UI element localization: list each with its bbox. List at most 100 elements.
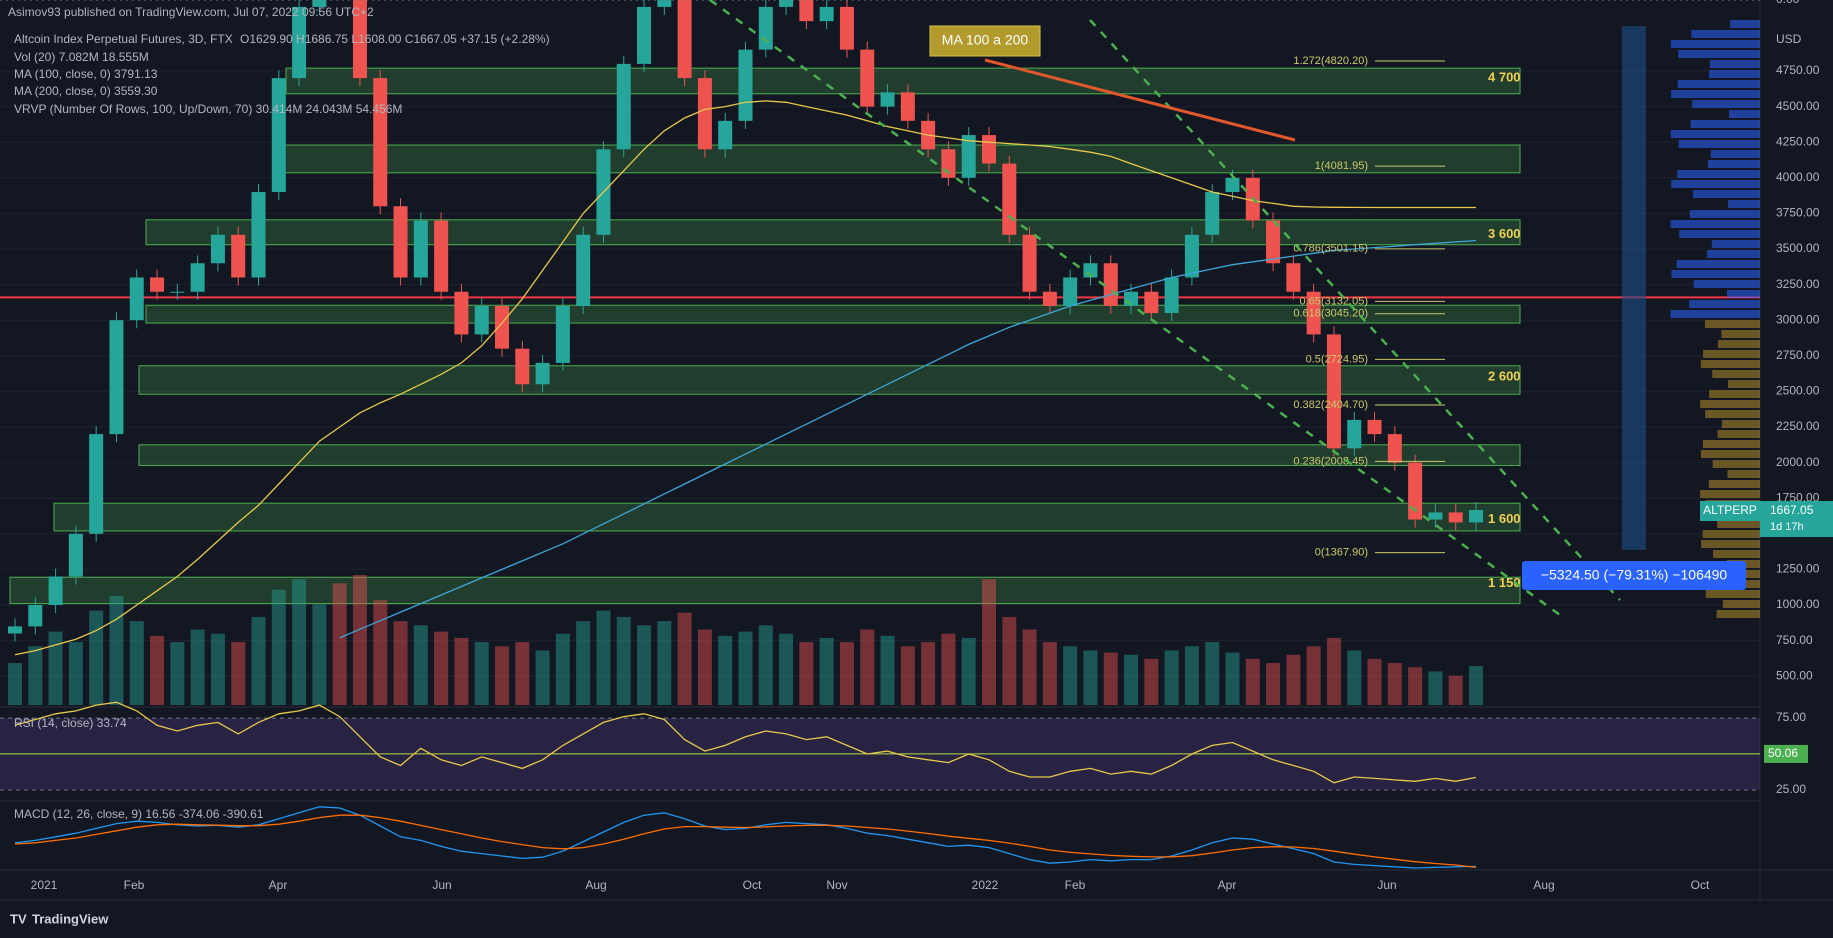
candle bbox=[637, 6, 652, 64]
vrvp-bar bbox=[1671, 180, 1760, 188]
candle bbox=[819, 6, 834, 22]
volume-bar bbox=[1347, 650, 1362, 705]
vrvp-bar bbox=[1671, 90, 1760, 98]
x-tick-label: Jun bbox=[1377, 878, 1396, 892]
candle bbox=[982, 135, 996, 164]
candle bbox=[1022, 234, 1037, 292]
candle bbox=[1448, 512, 1463, 523]
candle bbox=[454, 291, 469, 335]
volume-bar bbox=[393, 621, 408, 705]
vrvp-bar bbox=[1721, 420, 1760, 428]
countdown: 1d 17h bbox=[1770, 521, 1804, 533]
publisher: Asimov93 published on TradingView.com, J… bbox=[8, 5, 374, 19]
candle bbox=[697, 78, 712, 150]
volume-bar bbox=[1063, 646, 1078, 705]
y-tick-label: 1000.00 bbox=[1776, 597, 1820, 611]
vrvp-bar bbox=[1700, 360, 1760, 368]
vrvp-bar bbox=[1712, 460, 1760, 468]
measure-label: −5324.50 (−79.31%) −106490 bbox=[1541, 567, 1728, 583]
ticker-tag bbox=[1700, 501, 1760, 521]
annotation: MA 100 a 200 bbox=[942, 32, 1029, 48]
volume-bar bbox=[292, 579, 307, 705]
volume-bar bbox=[68, 642, 83, 705]
volume-bar bbox=[434, 631, 449, 705]
volume-bar bbox=[1326, 637, 1341, 705]
rsi-line bbox=[14, 701, 1477, 784]
y-tick-label: 750.00 bbox=[1776, 633, 1813, 647]
volume-bar bbox=[129, 621, 144, 705]
candle bbox=[880, 92, 895, 107]
volume-bar bbox=[1306, 646, 1321, 705]
volume-bar bbox=[1286, 654, 1301, 705]
candle bbox=[1002, 163, 1017, 235]
fib-label: 1.272(4820.20) bbox=[1293, 55, 1368, 67]
x-tick-label: Feb bbox=[1065, 878, 1086, 892]
volume-bar bbox=[170, 642, 185, 705]
vrvp-bar bbox=[1691, 30, 1760, 38]
vrvp-bar bbox=[1670, 40, 1760, 48]
ticker-name: ALTPERP bbox=[1703, 503, 1757, 517]
volume-bar bbox=[1164, 650, 1179, 705]
candle bbox=[1306, 291, 1321, 335]
candle bbox=[657, 0, 672, 7]
y-tick-label: 4750.00 bbox=[1776, 63, 1820, 77]
candle bbox=[1266, 220, 1281, 264]
support-zone bbox=[138, 444, 1521, 466]
fib-label: 0.65(3132.05) bbox=[1300, 295, 1369, 307]
volume-bar bbox=[515, 642, 530, 705]
candle bbox=[312, 0, 327, 7]
volume-bar bbox=[8, 663, 22, 705]
candle bbox=[292, 6, 307, 79]
vrvp-bar bbox=[1710, 150, 1760, 158]
vrvp-bar bbox=[1677, 80, 1760, 88]
volume-bar bbox=[1042, 642, 1057, 705]
candle bbox=[1428, 512, 1443, 520]
volume-bar bbox=[474, 642, 489, 705]
volume-bar bbox=[1225, 652, 1240, 705]
volume-bar bbox=[738, 631, 753, 705]
support-zone bbox=[285, 67, 1521, 95]
volume-bar bbox=[921, 642, 936, 705]
volume-bar bbox=[982, 579, 996, 705]
signal-line bbox=[14, 814, 1477, 869]
currency: USD bbox=[1776, 32, 1802, 46]
volume-bar bbox=[413, 625, 428, 705]
volume-bar bbox=[1103, 652, 1118, 705]
volume-bar bbox=[880, 635, 895, 705]
y-tick-label: 2250.00 bbox=[1776, 419, 1820, 433]
candle bbox=[839, 6, 854, 50]
candle bbox=[758, 6, 773, 50]
vrvp-bar bbox=[1727, 470, 1760, 478]
vrvp-bar bbox=[1708, 480, 1760, 488]
vrvp-bar bbox=[1677, 170, 1760, 178]
ma200-line bbox=[339, 239, 1477, 639]
volume-bar bbox=[1083, 650, 1098, 705]
candle bbox=[961, 135, 976, 178]
volume-bar bbox=[28, 646, 43, 705]
candle bbox=[251, 192, 266, 278]
vrvp-bar bbox=[1717, 430, 1760, 438]
volume-bar bbox=[48, 631, 63, 705]
y-tick-label: 4000.00 bbox=[1776, 170, 1820, 184]
volume-bar bbox=[1408, 667, 1423, 705]
legend-symbol: Altcoin Index Perpetual Futures, 3D, FTX bbox=[14, 32, 233, 46]
candle bbox=[1205, 192, 1220, 235]
candle bbox=[8, 626, 22, 634]
volume-bar bbox=[373, 600, 388, 705]
volume-bar bbox=[535, 650, 550, 705]
vrvp-bar bbox=[1708, 160, 1760, 168]
vrvp-bar bbox=[1709, 390, 1760, 398]
vrvp-bar bbox=[1726, 290, 1760, 298]
volume-bar bbox=[779, 633, 794, 705]
candle bbox=[779, 0, 794, 7]
x-tick-label: Feb bbox=[124, 878, 145, 892]
vrvp-bar bbox=[1718, 340, 1760, 348]
macd-line bbox=[14, 806, 1477, 869]
candle bbox=[1367, 419, 1382, 435]
volume-bar bbox=[109, 595, 124, 705]
x-tick-label: Apr bbox=[1218, 878, 1237, 892]
volume-bar bbox=[352, 575, 367, 705]
x-tick-label: Aug bbox=[1533, 878, 1554, 892]
legend-volume: Vol (20) 7.082M 18.555M bbox=[14, 50, 149, 64]
